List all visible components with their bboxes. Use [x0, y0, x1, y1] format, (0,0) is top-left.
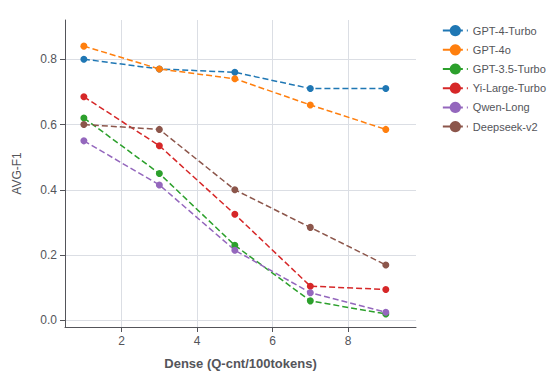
- svg-text:GPT-3.5-Turbo: GPT-3.5-Turbo: [473, 63, 546, 75]
- svg-text:0.6: 0.6: [40, 118, 57, 132]
- svg-text:GPT-4o: GPT-4o: [473, 44, 511, 56]
- svg-text:Qwen-Long: Qwen-Long: [473, 101, 530, 113]
- svg-text:GPT-4-Turbo: GPT-4-Turbo: [473, 25, 537, 37]
- svg-text:2: 2: [118, 334, 125, 348]
- svg-text:AVG-F1: AVG-F1: [10, 152, 24, 195]
- svg-text:Yi-Large-Turbo: Yi-Large-Turbo: [473, 82, 546, 94]
- svg-text:0.0: 0.0: [40, 313, 57, 327]
- svg-text:4: 4: [194, 334, 201, 348]
- svg-text:0.2: 0.2: [40, 248, 57, 262]
- svg-text:0.8: 0.8: [40, 52, 57, 66]
- svg-text:0.4: 0.4: [40, 183, 57, 197]
- svg-text:Deepseek-v2: Deepseek-v2: [473, 121, 538, 133]
- svg-text:Dense (Q-cnt/100tokens): Dense (Q-cnt/100tokens): [164, 356, 316, 371]
- svg-text:6: 6: [269, 334, 276, 348]
- svg-text:8: 8: [345, 334, 352, 348]
